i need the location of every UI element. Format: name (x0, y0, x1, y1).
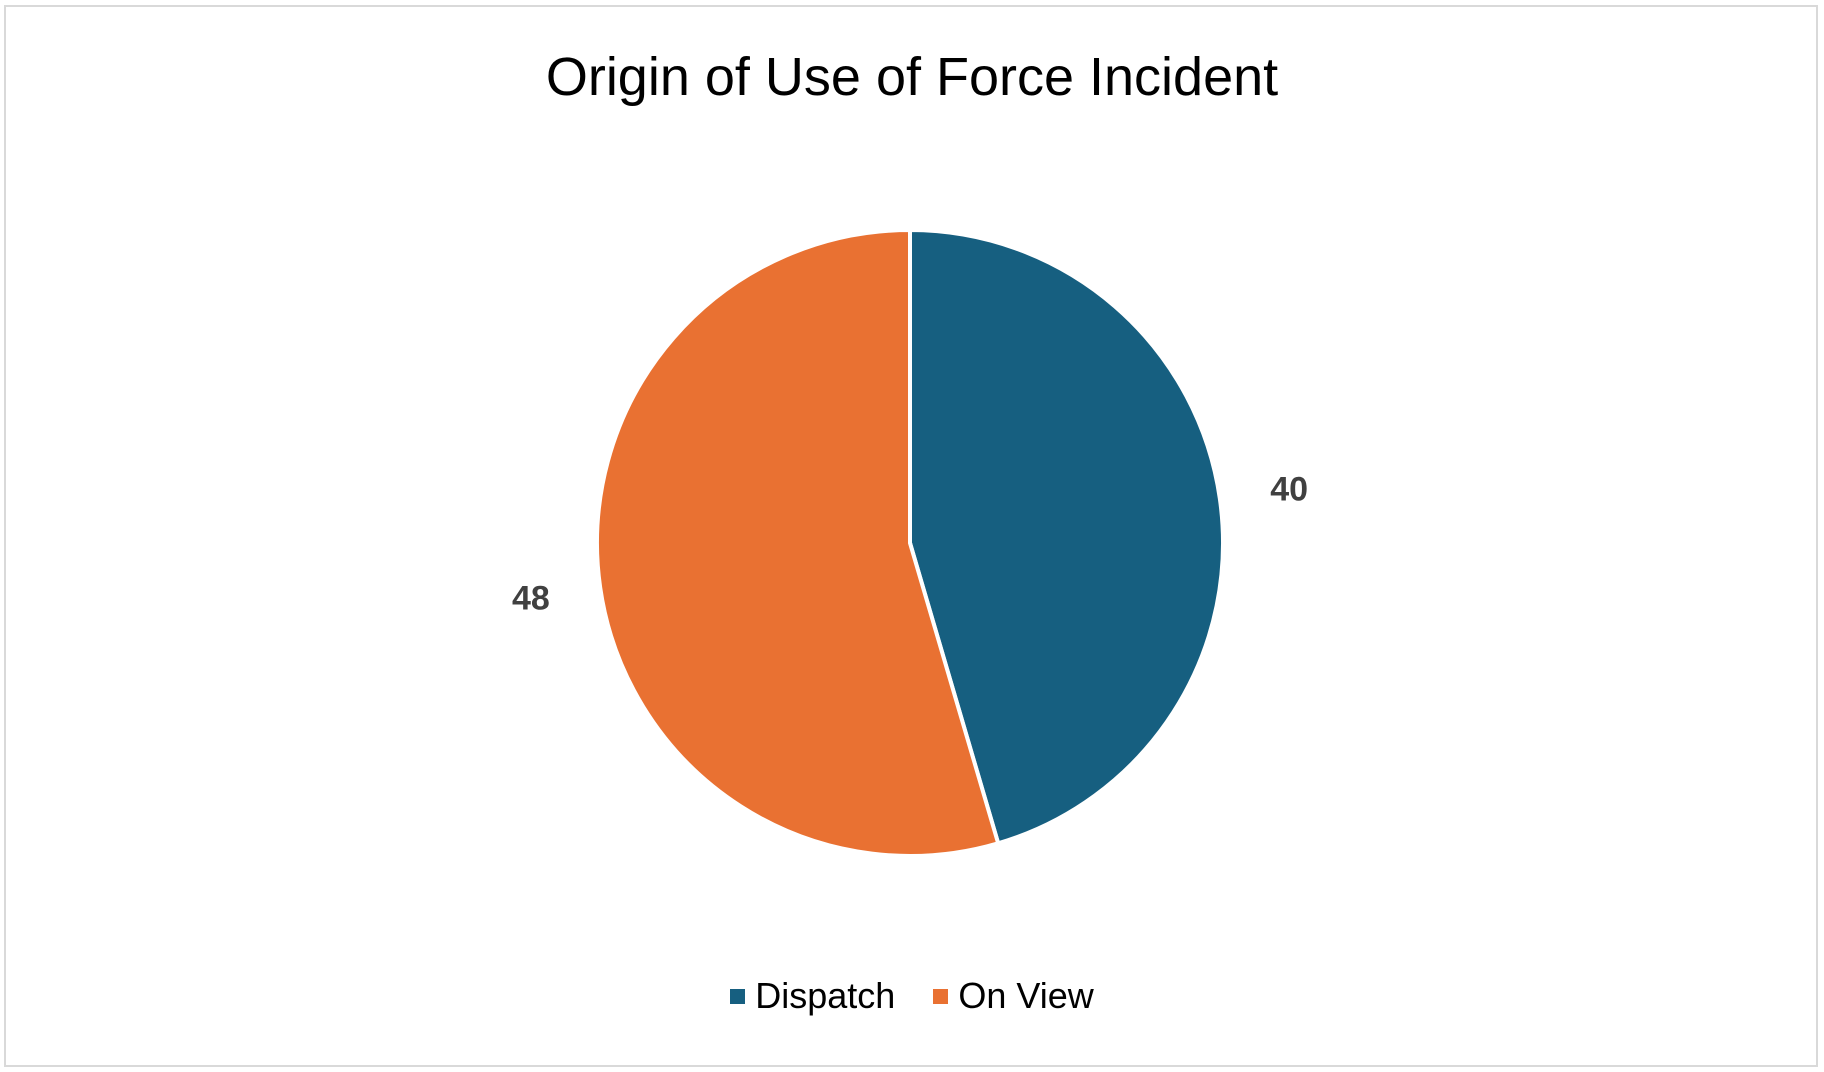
chart-frame (4, 5, 1818, 1067)
pie-slice-on-view (595, 227, 1001, 858)
data-label-on-view: 48 (512, 580, 550, 618)
legend-label-on-view: On View (958, 975, 1094, 1016)
legend-label-dispatch: Dispatch (755, 975, 896, 1016)
pie-slice-dispatch (908, 227, 1225, 846)
chart-title: Origin of Use of Force Incident (545, 47, 1279, 107)
legend-swatch-dispatch (730, 988, 746, 1004)
legend-swatch-on-view (933, 988, 949, 1004)
data-label-dispatch: 40 (1270, 470, 1308, 508)
legend-item-dispatch: Dispatch (730, 975, 895, 1017)
legend-item-on-view: On View (933, 975, 1094, 1017)
legend: Dispatch On View (0, 975, 1824, 1017)
